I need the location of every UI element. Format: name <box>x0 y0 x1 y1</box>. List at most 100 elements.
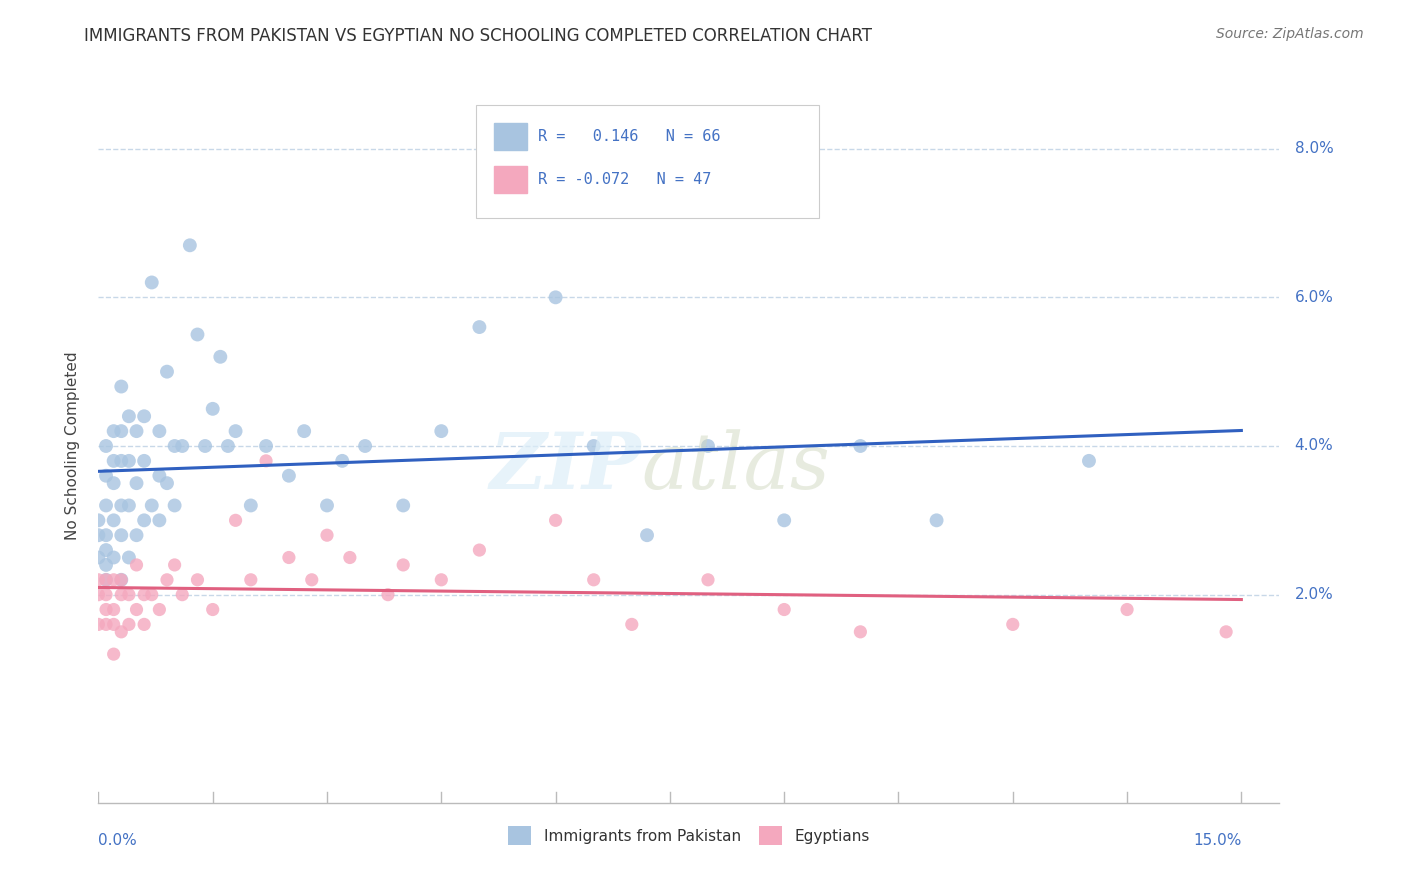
Point <box>156 573 179 587</box>
Point <box>1116 602 1139 616</box>
Text: ZIP: ZIP <box>491 429 641 506</box>
Point <box>110 573 132 587</box>
Point <box>94 573 117 587</box>
Point <box>339 550 361 565</box>
Point <box>849 624 872 639</box>
Point <box>94 468 117 483</box>
Point <box>925 513 948 527</box>
Point <box>118 454 141 468</box>
Point <box>377 588 399 602</box>
Point <box>110 588 132 602</box>
Point <box>636 528 658 542</box>
Point <box>94 558 117 572</box>
Point <box>209 350 232 364</box>
Point <box>103 476 125 491</box>
Point <box>148 513 170 527</box>
Y-axis label: No Schooling Completed: No Schooling Completed <box>65 351 80 541</box>
Point <box>118 617 141 632</box>
Point <box>110 379 132 393</box>
Point <box>277 550 299 565</box>
Point <box>87 513 110 527</box>
Point <box>354 439 377 453</box>
Point <box>125 424 148 438</box>
Text: 4.0%: 4.0% <box>1295 439 1333 453</box>
Point <box>94 439 117 453</box>
Point <box>125 602 148 616</box>
Point <box>94 602 117 616</box>
Point <box>430 573 453 587</box>
Point <box>156 476 179 491</box>
Point <box>225 513 247 527</box>
Point <box>301 573 323 587</box>
Point <box>1078 454 1101 468</box>
Point <box>194 439 217 453</box>
Point <box>582 573 605 587</box>
Point <box>134 588 156 602</box>
Point <box>186 327 208 342</box>
Point <box>141 499 163 513</box>
Point <box>94 499 117 513</box>
Point <box>141 276 163 290</box>
Point <box>103 550 125 565</box>
Point <box>103 617 125 632</box>
Point <box>1215 624 1237 639</box>
Point <box>118 588 141 602</box>
Point <box>118 550 141 565</box>
Point <box>118 409 141 424</box>
Point <box>254 454 277 468</box>
Point <box>620 617 643 632</box>
Point <box>392 499 415 513</box>
Point <box>392 558 415 572</box>
Point <box>94 588 117 602</box>
Point <box>134 454 156 468</box>
Point <box>134 409 156 424</box>
Point <box>582 439 605 453</box>
Point <box>849 439 872 453</box>
Point <box>697 439 720 453</box>
FancyBboxPatch shape <box>477 105 818 218</box>
Point <box>125 476 148 491</box>
Point <box>172 588 194 602</box>
Point <box>156 365 179 379</box>
Text: 8.0%: 8.0% <box>1295 141 1333 156</box>
Point <box>110 454 132 468</box>
Point <box>125 528 148 542</box>
Point <box>239 499 262 513</box>
Point <box>125 558 148 572</box>
Point <box>87 588 110 602</box>
Point <box>103 513 125 527</box>
Point <box>110 528 132 542</box>
Point <box>94 573 117 587</box>
Point <box>773 513 796 527</box>
Point <box>134 513 156 527</box>
Point <box>201 401 224 416</box>
Point <box>148 602 170 616</box>
Text: 2.0%: 2.0% <box>1295 587 1333 602</box>
Point <box>254 439 277 453</box>
Point <box>316 528 339 542</box>
Text: IMMIGRANTS FROM PAKISTAN VS EGYPTIAN NO SCHOOLING COMPLETED CORRELATION CHART: IMMIGRANTS FROM PAKISTAN VS EGYPTIAN NO … <box>84 27 872 45</box>
Point <box>118 499 141 513</box>
Point <box>292 424 315 438</box>
Text: 6.0%: 6.0% <box>1295 290 1333 305</box>
Point <box>225 424 247 438</box>
Point <box>103 454 125 468</box>
Point <box>148 468 170 483</box>
Point <box>103 424 125 438</box>
Text: 0.0%: 0.0% <box>98 832 138 847</box>
Point <box>468 543 491 558</box>
Point <box>239 573 262 587</box>
Bar <box>494 123 527 150</box>
Text: R = -0.072   N = 47: R = -0.072 N = 47 <box>537 171 711 186</box>
Point <box>163 439 186 453</box>
Point <box>134 617 156 632</box>
Point <box>697 573 720 587</box>
Point <box>773 602 796 616</box>
Point <box>110 573 132 587</box>
Point <box>316 499 339 513</box>
Point <box>87 528 110 542</box>
Point <box>430 424 453 438</box>
Point <box>163 499 186 513</box>
Point <box>1001 617 1024 632</box>
Point <box>163 558 186 572</box>
